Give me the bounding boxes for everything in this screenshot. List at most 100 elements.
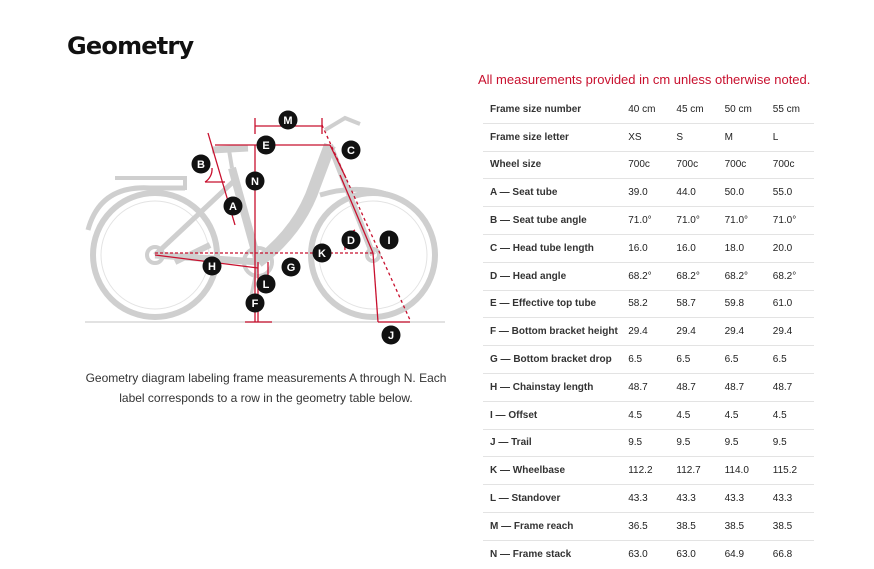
cell-value: 700c	[669, 151, 718, 180]
badge-letter: M	[283, 115, 292, 127]
table-row: H — Chainstay length 48.7 48.7 48.7 48.7	[483, 373, 814, 402]
cell-value: 29.4	[621, 317, 670, 347]
cell-value: 43.3	[621, 484, 670, 513]
cell-value: 16.0	[669, 234, 718, 263]
badge-letter: C	[347, 145, 355, 157]
cell-value: 9.5	[669, 429, 718, 458]
cell-value: 48.7	[765, 373, 814, 402]
cell-value: 700c	[765, 151, 814, 180]
measure-badge: M	[278, 110, 298, 130]
badge-letter: N	[251, 176, 259, 188]
table-row: E — Effective top tube 58.2 58.7 59.8 61.0	[483, 290, 814, 319]
cell-value: 20.0	[765, 234, 814, 263]
page-title: Geometry	[67, 32, 194, 60]
table-row: C — Head tube length 16.0 16.0 18.0 20.0	[483, 234, 814, 263]
cell-value: 6.5	[717, 345, 766, 374]
table-row: K — Wheelbase 112.2 112.7 114.0 115.2	[483, 456, 814, 486]
cell-value: 63.0	[676, 548, 696, 560]
cell-value: 40 cm	[621, 96, 670, 124]
cell-value: 38.5	[765, 512, 814, 541]
table-row: F — Bottom bracket height 29.4 29.4 29.4 29.…	[483, 317, 814, 347]
cell-value: 58.2	[621, 290, 670, 319]
badge-letter: G	[287, 262, 296, 274]
row-label: G — Bottom bracket drop	[483, 345, 622, 374]
cell-value: 45 cm	[669, 96, 718, 124]
row-label: H — Chainstay length	[483, 373, 622, 402]
cell-value: 16.0	[621, 234, 670, 263]
measure-badge: A	[223, 196, 243, 216]
table-row: G — Bottom bracket drop 6.5 6.5 6.5 6.5	[483, 345, 814, 374]
cell-value: 43.3	[717, 484, 766, 513]
cell-value: 29.4	[669, 317, 718, 347]
cell-value: 55 cm	[765, 96, 814, 124]
cell-value: 112.7	[669, 456, 718, 486]
table-row: Frame size letter XS S M L	[483, 123, 814, 152]
diagram-caption: Geometry diagram labeling frame measurem…	[85, 371, 447, 405]
cell-value: 71.0°	[621, 206, 670, 235]
badge-letter: B	[197, 159, 205, 171]
table-row: D — Head angle 68.2° 68.2° 68.2° 68.2°	[483, 262, 814, 291]
measure-badge: N	[245, 171, 265, 191]
row-label: N — Frame stack	[490, 548, 572, 560]
measure-badge: B	[191, 154, 211, 174]
geometry-diagram: M E C B N A D I K H G LF J	[85, 110, 445, 345]
cell-value: 68.2°	[621, 262, 670, 291]
row-label: M — Frame reach	[483, 512, 622, 541]
cell-value: 68.2°	[765, 262, 814, 291]
cell-value: 50.0	[717, 178, 766, 208]
row-label: B — Seat tube angle	[483, 206, 622, 235]
cell-value: 6.5	[621, 345, 670, 374]
cell-value: 114.0	[717, 456, 766, 486]
cell-value: 50 cm	[717, 96, 766, 124]
cell-value: 68.2°	[717, 262, 766, 291]
cell-value: 68.2°	[669, 262, 718, 291]
badge-letter: J	[388, 330, 394, 342]
row-label: F — Bottom bracket height	[483, 317, 622, 347]
cell-value: XS	[621, 123, 670, 152]
table-row: J — Trail 9.5 9.5 9.5 9.5	[483, 429, 814, 458]
cell-value: 4.5	[765, 401, 814, 430]
cell-value: S	[669, 123, 718, 152]
cell-value: 64.9	[724, 548, 745, 560]
cell-value: 700c	[717, 151, 766, 180]
measure-badge: J	[381, 325, 401, 345]
cell-value: 58.7	[669, 290, 718, 319]
row-label: J — Trail	[483, 429, 622, 458]
row-label: Wheel size	[483, 151, 622, 180]
badge-letter: H	[208, 261, 216, 273]
row-label: I — Offset	[483, 401, 622, 430]
measure-badge: G	[281, 257, 301, 277]
cell-value: 59.8	[717, 290, 766, 319]
row-label: L — Standover	[483, 484, 622, 513]
row-label: D — Head angle	[483, 262, 622, 291]
row-label: Frame size letter	[483, 123, 622, 152]
cell-value: 29.4	[765, 317, 814, 347]
row-label: C — Head tube length	[483, 234, 622, 263]
table-row: Frame size number 40 cm 45 cm 50 cm 55 cm	[483, 96, 814, 124]
cell-value: 66.8	[772, 548, 793, 560]
measure-badge: C	[341, 140, 361, 160]
cell-value: 71.0°	[669, 206, 718, 235]
geometry-table: Frame size number 40 cm 45 cm 50 cm 55 cm Fra…	[483, 96, 814, 568]
cell-value: 43.3	[765, 484, 814, 513]
cell-value: 4.5	[669, 401, 718, 430]
measure-badge: I	[379, 230, 399, 250]
cell-value: 9.5	[621, 429, 670, 458]
cell-value: L	[765, 123, 814, 152]
badge-letter: D	[347, 235, 355, 247]
measure-badge: H	[202, 256, 222, 276]
cell-value: 38.5	[669, 512, 718, 541]
row-label: Frame size number	[483, 96, 622, 124]
table-row: N — Frame stack 63.0 63.0 64.9 66.8	[483, 540, 814, 567]
cell-value: 63.0	[628, 548, 648, 560]
units-note: All measurements provided in cm unless o…	[478, 72, 811, 87]
badge-letter: L	[263, 279, 270, 291]
measure-badges: M E C B N A D I K H G LF J	[191, 110, 401, 345]
badge-letter: E	[262, 140, 269, 152]
badge-letter: A	[229, 201, 237, 213]
measure-badge: F	[245, 293, 265, 313]
cell-value: 700c	[621, 151, 670, 180]
table-row: A — Seat tube 39.0 44.0 50.0 55.0	[483, 178, 814, 208]
cell-value: 43.3	[669, 484, 718, 513]
cell-value: 18.0	[717, 234, 766, 263]
